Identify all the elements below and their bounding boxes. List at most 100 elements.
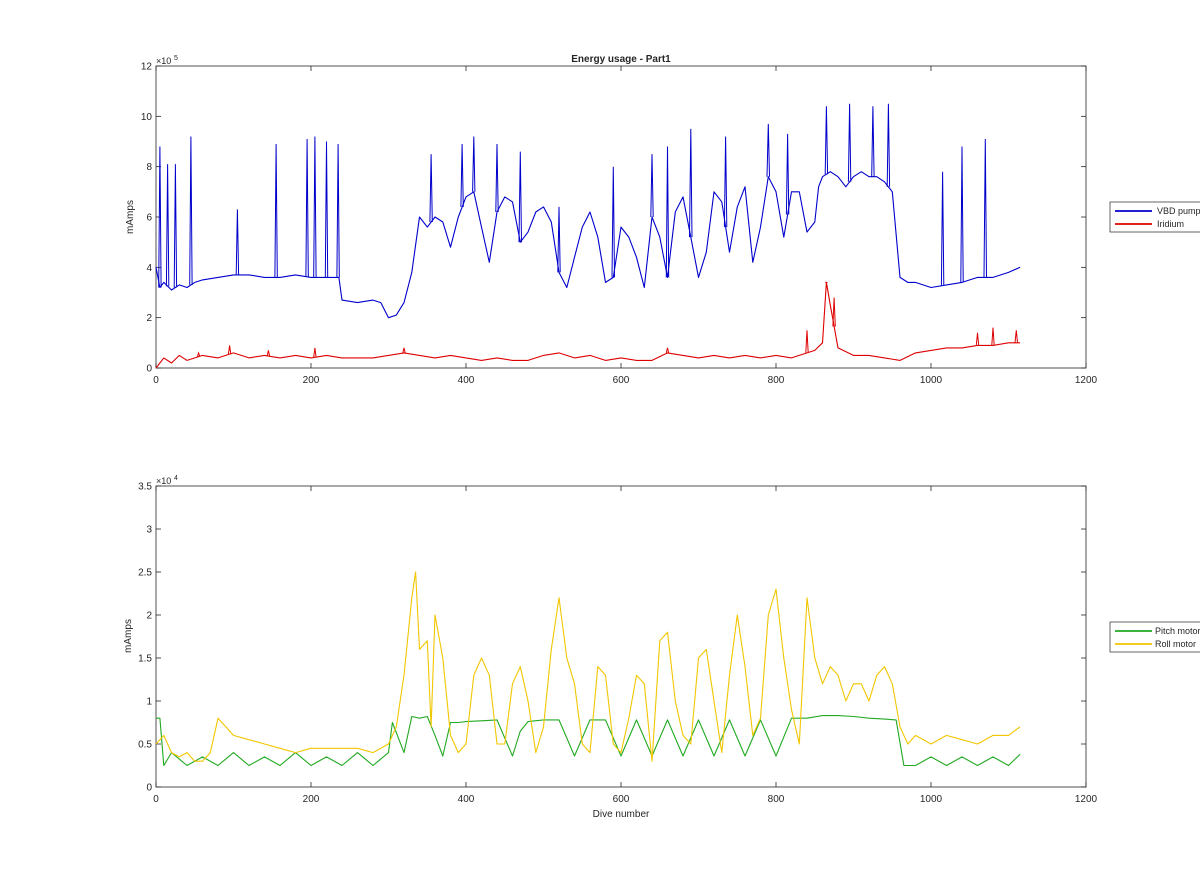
series-line-pitch-motor	[156, 715, 1021, 767]
legend-label-roll-motor: Roll motor	[1155, 639, 1196, 649]
top-y-exponent-base: ×10	[156, 56, 171, 66]
bottom-y-tick-label: 3.5	[138, 482, 152, 493]
series-spike-vbd-pump	[940, 171, 945, 286]
series-spike-vbd-pump	[611, 166, 615, 278]
top-y-tick-label: 2	[146, 313, 152, 324]
series-spike-iridium	[196, 351, 201, 357]
top-y-tick-label: 12	[141, 62, 153, 73]
series-spike-vbd-pump	[460, 143, 464, 207]
top-series-layer	[155, 103, 1021, 369]
top-y-tick-label: 4	[146, 263, 152, 274]
legend-label-pitch-motor: Pitch motor	[1155, 626, 1200, 636]
series-spike-iridium	[1014, 330, 1018, 343]
bottom-x-tick-label: 600	[613, 794, 630, 805]
series-spike-vbd-pump	[689, 128, 693, 238]
bottom-series-layer	[155, 571, 1021, 767]
series-spike-vbd-pump	[429, 154, 433, 223]
series-spike-vbd-pump	[165, 164, 170, 287]
bottom-y-tick-label: 3	[146, 525, 152, 536]
series-spike-iridium	[227, 345, 232, 355]
series-spike-iridium	[805, 330, 809, 353]
series-spike-vbd-pump	[766, 123, 770, 177]
series-spike-vbd-pump	[495, 143, 499, 213]
series-spike-vbd-pump	[324, 141, 329, 278]
series-spike-vbd-pump	[785, 133, 790, 215]
bottom-y-tick-label: 0	[146, 783, 152, 794]
series-spike-vbd-pump	[557, 206, 561, 273]
top-y-tick-label: 6	[146, 213, 152, 224]
series-spike-vbd-pump	[235, 209, 240, 275]
bottom-x-tick-label: 1000	[920, 794, 943, 805]
top-x-tick-label: 800	[768, 375, 785, 386]
series-spike-iridium	[665, 347, 670, 354]
series-spike-vbd-pump	[305, 138, 309, 277]
bottom-x-tick-label: 800	[768, 794, 785, 805]
series-spike-vbd-pump	[871, 106, 875, 177]
series-spike-vbd-pump	[886, 103, 891, 187]
series-line-iridium	[155, 281, 1021, 369]
series-spike-iridium	[832, 297, 836, 327]
top-y-tick-label: 0	[146, 364, 152, 375]
legend-label-iridium: Iridium	[1157, 219, 1184, 229]
bottom-y-exponent: ×10 4	[156, 475, 178, 486]
bottom-axes: Dive number mAmps ×10 4 0 200 400 600 800 100…	[123, 475, 1098, 820]
top-x-tick-label: 1000	[920, 375, 943, 386]
top-y-exponent-power: 5	[174, 55, 178, 62]
series-spike-vbd-pump	[336, 143, 340, 278]
series-line-vbd-pump	[155, 171, 1021, 319]
series-spike-vbd-pump	[472, 136, 476, 192]
bottom-x-tick-label: 400	[458, 794, 475, 805]
bottom-legend[interactable]: Pitch motor Roll motor	[1109, 621, 1200, 653]
bottom-plot-box	[155, 485, 1087, 788]
series-spike-vbd-pump	[665, 146, 670, 278]
bottom-x-tick-label: 200	[303, 794, 320, 805]
series-spike-iridium	[975, 332, 980, 346]
legend-label-vbd-pump: VBD pump	[1157, 206, 1200, 216]
bottom-y-tick-label: 1	[146, 697, 152, 708]
top-legend[interactable]: VBD pump Iridium	[1109, 201, 1200, 233]
bottom-ticks: 0 200 400 600 800 1000 1200 0 0.5 1 1.5 2 2.5 3 3.5	[138, 482, 1097, 806]
series-spike-vbd-pump	[983, 138, 987, 278]
bottom-x-tick-label: 0	[153, 794, 159, 805]
series-spike-vbd-pump	[960, 146, 964, 283]
top-ticks: 0 200 400 600 800 1000 1200 0 2 4 6 8 10 12	[141, 62, 1098, 387]
series-spike-iridium	[266, 350, 271, 357]
bottom-y-tick-label: 2.5	[138, 568, 152, 579]
series-spike-iridium	[402, 347, 406, 354]
top-y-axis-label: mAmps	[125, 200, 136, 234]
bottom-legend-box	[1109, 621, 1200, 653]
bottom-y-tick-label: 1.5	[138, 654, 152, 665]
top-plot-box	[155, 65, 1087, 369]
series-spike-vbd-pump	[847, 103, 852, 182]
series-spike-vbd-pump	[723, 136, 728, 228]
series-spike-iridium	[991, 327, 995, 346]
bottom-y-exponent-base: ×10	[156, 476, 171, 486]
series-spike-vbd-pump	[313, 136, 317, 278]
top-x-tick-label: 400	[458, 375, 475, 386]
series-spike-vbd-pump	[158, 146, 162, 288]
top-x-tick-label: 600	[613, 375, 630, 386]
top-x-tick-label: 200	[303, 375, 320, 386]
top-y-tick-label: 10	[141, 112, 153, 123]
series-line-roll-motor	[155, 571, 1021, 762]
bottom-y-exponent-power: 4	[174, 475, 178, 482]
top-x-tick-label: 1200	[1075, 375, 1098, 386]
series-spike-iridium	[313, 347, 317, 358]
series-spike-vbd-pump	[824, 106, 829, 175]
top-y-exponent: ×10 5	[156, 55, 178, 66]
top-legend-box	[1109, 201, 1200, 233]
series-spike-vbd-pump	[189, 136, 193, 285]
bottom-y-tick-label: 0.5	[138, 740, 152, 751]
bottom-x-tick-label: 1200	[1075, 794, 1098, 805]
series-spike-vbd-pump	[274, 143, 278, 278]
bottom-y-axis-label: mAmps	[123, 619, 134, 653]
top-x-tick-label: 0	[153, 375, 159, 386]
top-chart-title: Energy usage - Part1	[571, 54, 671, 65]
series-spike-vbd-pump	[518, 151, 522, 243]
top-axes: Energy usage - Part1 mAmps ×10 5 0 200 400…	[125, 54, 1098, 386]
bottom-y-tick-label: 2	[146, 611, 152, 622]
bottom-x-axis-label: Dive number	[593, 809, 650, 820]
top-y-tick-label: 8	[146, 162, 152, 173]
series-spike-vbd-pump	[650, 154, 654, 218]
